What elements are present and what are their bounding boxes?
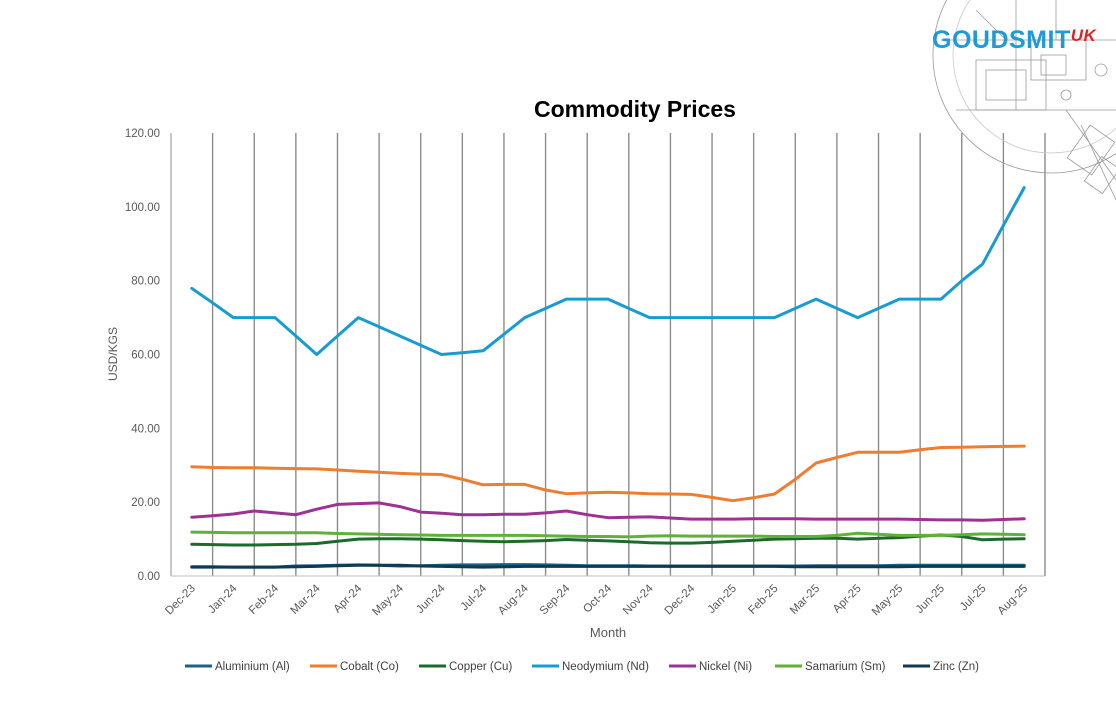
legend-item: Samarium (Sm) bbox=[775, 661, 886, 673]
y-axis-label: USD/KGS bbox=[106, 327, 120, 381]
brand-logo: GOUDSMITUK bbox=[916, 0, 1116, 215]
x-tick-label: Jan-24 bbox=[206, 582, 240, 616]
series-line bbox=[190, 530, 1026, 539]
y-tick-label: 100.00 bbox=[125, 202, 160, 214]
x-tick-label: Jan-25 bbox=[706, 583, 739, 616]
series-line bbox=[190, 533, 1026, 547]
series-line bbox=[190, 186, 1026, 356]
x-tick-label: Feb-25 bbox=[746, 583, 780, 617]
x-tick-label: Apr-24 bbox=[332, 582, 365, 615]
x-tick-label: Oct-24 bbox=[581, 582, 614, 615]
x-tick-label: Jun-25 bbox=[914, 583, 947, 616]
x-tick-label: May-24 bbox=[370, 582, 406, 618]
y-tick-label: 60.00 bbox=[131, 350, 160, 362]
x-tick-label: May-25 bbox=[870, 583, 906, 619]
x-tick-label: Dec-24 bbox=[663, 582, 698, 617]
x-tick-label: Sep-24 bbox=[538, 582, 573, 617]
x-tick-label: Mar-24 bbox=[289, 582, 324, 617]
x-tick-label: Feb-24 bbox=[247, 582, 282, 617]
legend-item: Cobalt (Co) bbox=[310, 661, 399, 673]
y-tick-label: 120.00 bbox=[125, 128, 160, 140]
y-tick-label: 40.00 bbox=[131, 423, 160, 435]
axes bbox=[170, 133, 1045, 577]
x-tick-label: Aug-24 bbox=[496, 582, 531, 617]
legend-item: Copper (Cu) bbox=[419, 661, 512, 673]
brand-name-text: GOUDSMIT bbox=[932, 26, 1071, 54]
x-tick-label: Jun-24 bbox=[414, 582, 448, 616]
legend-item: Aluminium (Al) bbox=[185, 661, 290, 673]
x-tick-label: Jul-24 bbox=[459, 582, 490, 613]
y-tick-labels: 0.00 20.00 40.00 60.00 80.00 100.00 120.00 bbox=[125, 128, 160, 583]
x-axis-label: Month bbox=[590, 625, 626, 640]
series-line bbox=[190, 501, 1026, 522]
y-tick-label: 80.00 bbox=[131, 276, 160, 288]
legend-label: Zinc (Zn) bbox=[933, 661, 979, 673]
legend-label: Copper (Cu) bbox=[449, 661, 512, 673]
grid-lines bbox=[170, 133, 1046, 576]
legend-item: Nickel (Ni) bbox=[669, 661, 752, 673]
x-tick-label: Dec-23 bbox=[163, 583, 198, 618]
legend-item: Neodymium (Nd) bbox=[532, 661, 649, 673]
legend-label: Nickel (Ni) bbox=[699, 661, 752, 673]
series-lines bbox=[190, 186, 1026, 569]
x-tick-label: Nov-24 bbox=[621, 582, 656, 617]
brand-name: GOUDSMITUK bbox=[932, 26, 1096, 55]
x-tick-label: Aug-25 bbox=[996, 583, 1031, 618]
y-tick-label: 0.00 bbox=[138, 571, 160, 583]
legend-item: Zinc (Zn) bbox=[903, 661, 979, 673]
series-line bbox=[190, 444, 1026, 503]
x-tick-labels: Dec-23 Jan-24 Feb-24 Mar-24 Apr-24 May-24 Jun-… bbox=[163, 582, 1030, 618]
legend-label: Cobalt (Co) bbox=[340, 661, 399, 673]
x-tick-label: Apr-25 bbox=[831, 583, 864, 616]
legend: Aluminium (Al) Cobalt (Co) Copper (Cu) Neod… bbox=[185, 661, 979, 673]
x-tick-label: Jul-25 bbox=[958, 583, 989, 614]
x-tick-label: Mar-25 bbox=[788, 583, 822, 617]
series-line bbox=[190, 563, 1026, 569]
legend-label: Neodymium (Nd) bbox=[562, 661, 649, 673]
chart-title: Commodity Prices bbox=[534, 96, 736, 122]
legend-label: Aluminium (Al) bbox=[215, 661, 290, 673]
legend-label: Samarium (Sm) bbox=[805, 661, 886, 673]
y-tick-label: 20.00 bbox=[131, 497, 160, 509]
brand-suffix: UK bbox=[1070, 26, 1097, 45]
technical-drawing-icon bbox=[932, 0, 1116, 201]
